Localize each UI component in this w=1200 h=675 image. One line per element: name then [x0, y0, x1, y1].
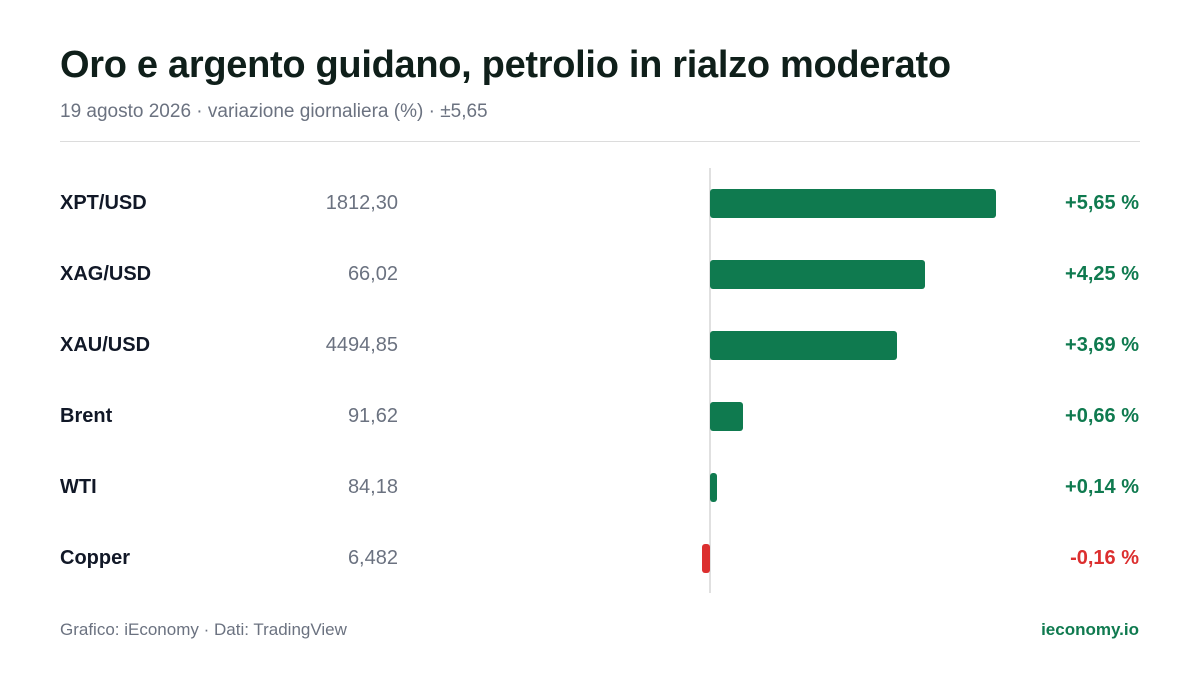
page-subtitle: 19 agosto 2026 · variazione giornaliera … — [60, 101, 488, 122]
table-row: WTI 84,18 +0,14 % — [0, 452, 1200, 523]
instrument-label: Copper — [60, 547, 130, 569]
bar-mark — [710, 331, 897, 360]
data-label: +0,66 % — [1065, 405, 1139, 427]
bar-mark — [701, 544, 710, 573]
bar-mark — [710, 402, 744, 431]
data-label: -0,16 % — [1070, 547, 1139, 569]
price-value: 4494,85 — [325, 334, 398, 356]
table-row: XAU/USD 4494,85 +3,69 % — [0, 310, 1200, 381]
instrument-label: XAG/USD — [60, 263, 152, 285]
instrument-label: XAU/USD — [60, 334, 151, 356]
data-label: +5,65 % — [1065, 192, 1139, 214]
price-value: 6,482 — [347, 547, 398, 569]
bar-mark — [710, 189, 996, 218]
data-label: +3,69 % — [1065, 334, 1139, 356]
page-title: Oro e argento guidano, petrolio in rialz… — [60, 44, 951, 86]
header-divider — [60, 141, 1140, 142]
footer-brand-link[interactable]: ieconomy.io — [1041, 620, 1139, 639]
table-row: XPT/USD 1812,30 +5,65 % — [0, 168, 1200, 239]
data-label: +0,14 % — [1065, 476, 1139, 498]
price-value: 84,18 — [347, 476, 398, 498]
instrument-label: WTI — [60, 476, 97, 498]
price-value: 1812,30 — [325, 192, 398, 214]
table-row: Brent 91,62 +0,66 % — [0, 381, 1200, 452]
price-value: 66,02 — [347, 263, 398, 285]
instrument-label: XPT/USD — [60, 192, 147, 214]
footer-source: Grafico: iEconomy · Dati: TradingView — [60, 620, 347, 639]
table-row: XAG/USD 66,02 +4,25 % — [0, 239, 1200, 310]
bar-mark — [710, 473, 718, 502]
instrument-label: Brent — [60, 405, 113, 427]
price-value: 91,62 — [347, 405, 398, 427]
zero-axis-line — [709, 168, 711, 593]
bar-mark — [710, 260, 926, 289]
table-row: Copper 6,482 -0,16 % — [0, 523, 1200, 594]
data-label: +4,25 % — [1065, 263, 1139, 285]
